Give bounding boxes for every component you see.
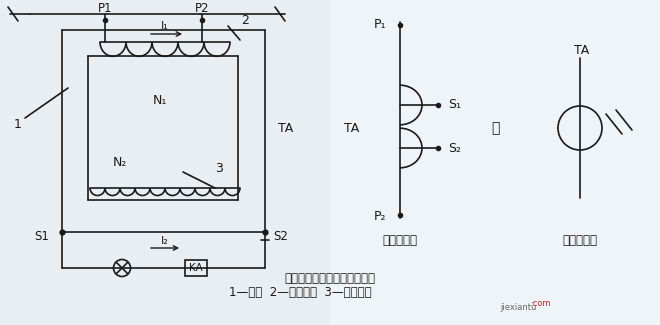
Text: 1: 1: [14, 118, 22, 131]
Text: N₁: N₁: [153, 94, 167, 107]
Text: jiexiantu: jiexiantu: [500, 304, 537, 313]
Text: I₂: I₂: [161, 236, 169, 246]
Bar: [330, 0, 660, 325]
Text: （单线图）: （单线图）: [562, 233, 597, 246]
Text: 电流互感器的基本结构和结线: 电流互感器的基本结构和结线: [284, 271, 376, 284]
Text: S₂: S₂: [448, 141, 461, 154]
Text: TA: TA: [574, 44, 589, 57]
Bar: [0, 0, 330, 325]
Text: P1: P1: [98, 2, 112, 15]
Text: S1: S1: [34, 229, 50, 242]
Text: 1—鐵心  2—一次绕组  3—二次绕组: 1—鐵心 2—一次绕组 3—二次绕组: [228, 287, 372, 300]
Text: （多线图）: （多线图）: [383, 233, 418, 246]
Text: N₂: N₂: [113, 157, 127, 170]
Text: TA: TA: [279, 122, 294, 135]
Text: P₁: P₁: [374, 19, 386, 32]
Text: TA: TA: [345, 122, 360, 135]
Text: S₁: S₁: [448, 98, 461, 111]
Bar: [185, 260, 207, 276]
Text: 3: 3: [215, 162, 223, 175]
Text: 2: 2: [241, 14, 249, 27]
Text: ·com: ·com: [530, 298, 550, 307]
Text: P₂: P₂: [374, 210, 386, 223]
Text: KA: KA: [189, 263, 203, 273]
Text: 或: 或: [491, 121, 499, 135]
Text: P2: P2: [195, 2, 209, 15]
Text: S2: S2: [273, 229, 288, 242]
Text: I₁: I₁: [161, 21, 169, 31]
